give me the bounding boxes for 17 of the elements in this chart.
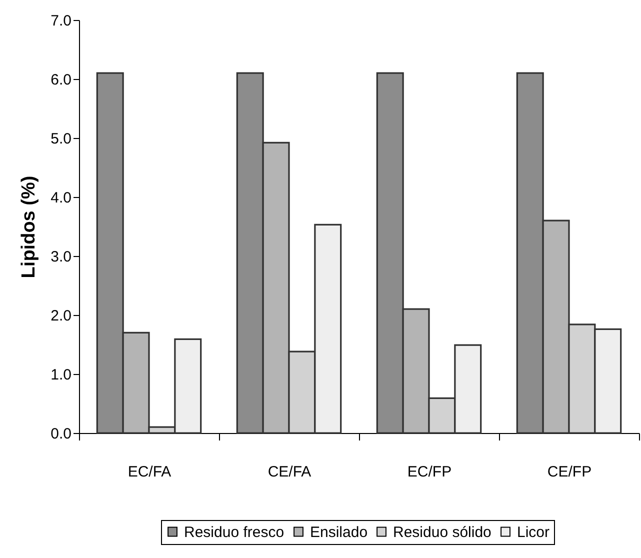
y-tick-label: 1.0 <box>50 366 72 384</box>
x-tick-label: CE/FP <box>547 464 592 480</box>
legend-label: Licor <box>517 524 550 541</box>
legend-label: Residuo fresco <box>184 524 284 541</box>
legend-label: Residuo sólido <box>393 524 492 541</box>
y-tick-label: 4.0 <box>50 190 72 206</box>
y-tick-label: 5.0 <box>50 130 72 148</box>
y-tick-label: 3.0 <box>50 248 72 266</box>
legend-label: Ensilado <box>310 524 368 541</box>
x-tick-label: EC/FP <box>407 464 452 480</box>
x-tick-label: CE/FA <box>268 464 312 480</box>
y-axis-title: Lipidos (%) <box>18 176 40 278</box>
y-tick-label: 2.0 <box>50 308 72 324</box>
y-tick-label: 0.0 <box>50 426 72 442</box>
y-tick-label: 7.0 <box>50 12 72 30</box>
y-tick-label: 6.0 <box>50 72 72 88</box>
x-tick-label: EC/FA <box>128 464 172 480</box>
